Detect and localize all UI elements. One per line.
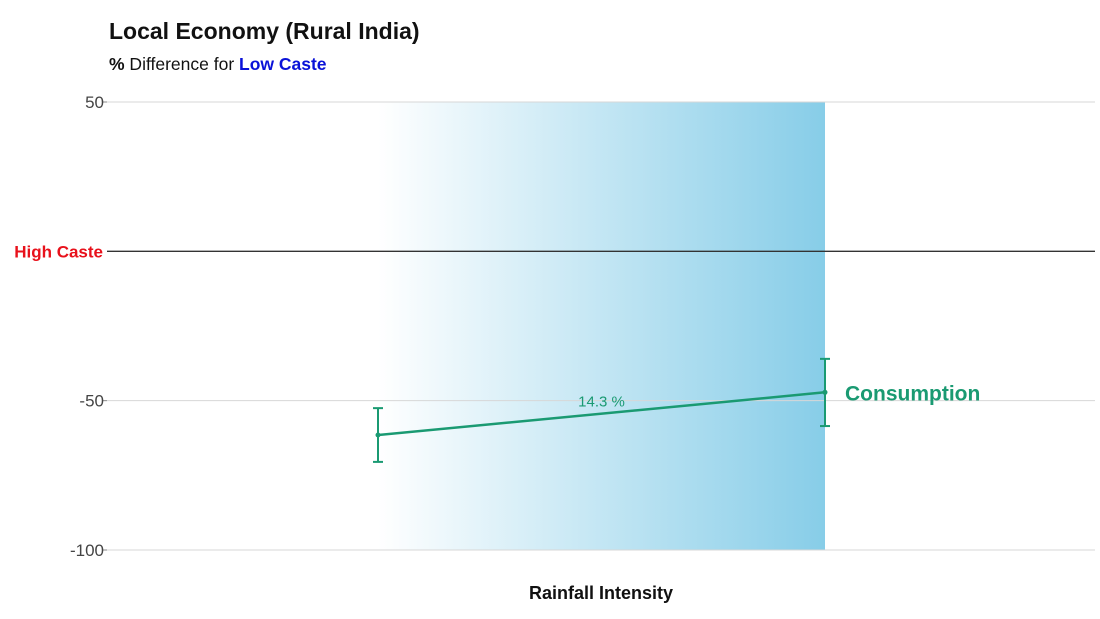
change-label: 14.3 % bbox=[578, 394, 625, 411]
y-tick-label: 50 bbox=[85, 93, 104, 112]
subtitle-low-caste: Low Caste bbox=[239, 54, 327, 74]
x-axis-label: Rainfall Intensity bbox=[529, 583, 673, 603]
data-point bbox=[822, 389, 828, 395]
reference-label-high-caste: High Caste bbox=[14, 242, 103, 261]
series-line-consumption bbox=[377, 391, 826, 437]
data-point bbox=[375, 432, 381, 438]
y-tick-label: -100 bbox=[70, 541, 104, 560]
series-label-consumption: Consumption bbox=[845, 382, 980, 405]
rainfall-shade-band bbox=[378, 102, 825, 550]
subtitle-text: Difference for bbox=[124, 54, 240, 74]
subtitle-percent: % bbox=[109, 54, 125, 74]
chart-subtitle: % Difference for Low Caste bbox=[109, 54, 327, 75]
y-tick-label: -50 bbox=[79, 392, 104, 411]
chart-title: Local Economy (Rural India) bbox=[109, 18, 420, 44]
